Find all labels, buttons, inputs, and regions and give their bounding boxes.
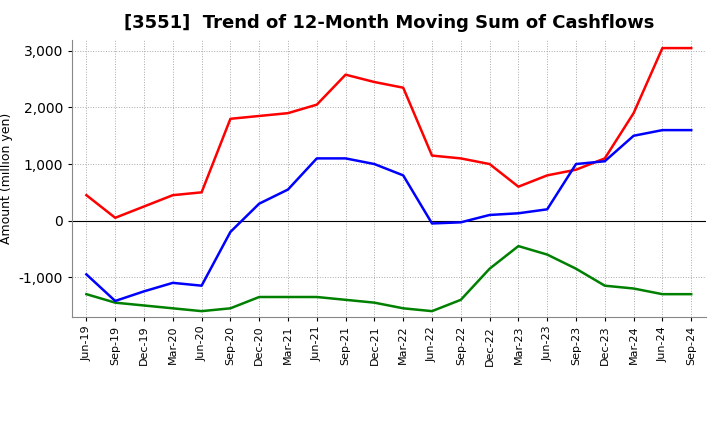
Operating Cashflow bbox=[428, 153, 436, 158]
Investing Cashflow bbox=[82, 292, 91, 297]
Free Cashflow bbox=[312, 156, 321, 161]
Free Cashflow bbox=[428, 221, 436, 226]
Free Cashflow bbox=[140, 289, 148, 294]
Operating Cashflow bbox=[341, 72, 350, 77]
Investing Cashflow bbox=[399, 306, 408, 311]
Operating Cashflow bbox=[543, 173, 552, 178]
Operating Cashflow bbox=[600, 156, 609, 161]
Free Cashflow bbox=[226, 229, 235, 235]
Investing Cashflow bbox=[572, 266, 580, 271]
Investing Cashflow bbox=[629, 286, 638, 291]
Operating Cashflow bbox=[485, 161, 494, 167]
Investing Cashflow bbox=[140, 303, 148, 308]
Title: [3551]  Trend of 12-Month Moving Sum of Cashflows: [3551] Trend of 12-Month Moving Sum of C… bbox=[124, 15, 654, 33]
Investing Cashflow bbox=[456, 297, 465, 302]
Free Cashflow bbox=[658, 128, 667, 133]
Free Cashflow bbox=[399, 173, 408, 178]
Free Cashflow bbox=[485, 213, 494, 218]
Investing Cashflow bbox=[428, 308, 436, 314]
Investing Cashflow bbox=[197, 308, 206, 314]
Investing Cashflow bbox=[514, 243, 523, 249]
Free Cashflow bbox=[111, 298, 120, 304]
Operating Cashflow bbox=[456, 156, 465, 161]
Free Cashflow bbox=[600, 158, 609, 164]
Investing Cashflow bbox=[370, 300, 379, 305]
Investing Cashflow bbox=[168, 306, 177, 311]
Investing Cashflow bbox=[111, 300, 120, 305]
Investing Cashflow bbox=[226, 306, 235, 311]
Operating Cashflow bbox=[82, 193, 91, 198]
Free Cashflow bbox=[82, 272, 91, 277]
Operating Cashflow bbox=[226, 116, 235, 121]
Free Cashflow bbox=[629, 133, 638, 139]
Operating Cashflow bbox=[658, 45, 667, 51]
Free Cashflow bbox=[543, 207, 552, 212]
Line: Free Cashflow: Free Cashflow bbox=[86, 130, 691, 301]
Free Cashflow bbox=[370, 161, 379, 167]
Operating Cashflow bbox=[370, 79, 379, 84]
Investing Cashflow bbox=[312, 294, 321, 300]
Free Cashflow bbox=[168, 280, 177, 286]
Free Cashflow bbox=[456, 220, 465, 225]
Operating Cashflow bbox=[168, 193, 177, 198]
Free Cashflow bbox=[572, 161, 580, 167]
Operating Cashflow bbox=[312, 102, 321, 107]
Operating Cashflow bbox=[284, 110, 292, 116]
Operating Cashflow bbox=[140, 204, 148, 209]
Free Cashflow bbox=[341, 156, 350, 161]
Investing Cashflow bbox=[485, 266, 494, 271]
Investing Cashflow bbox=[543, 252, 552, 257]
Investing Cashflow bbox=[687, 292, 696, 297]
Line: Operating Cashflow: Operating Cashflow bbox=[86, 48, 691, 218]
Free Cashflow bbox=[255, 201, 264, 206]
Investing Cashflow bbox=[341, 297, 350, 302]
Operating Cashflow bbox=[255, 114, 264, 119]
Free Cashflow bbox=[687, 128, 696, 133]
Investing Cashflow bbox=[284, 294, 292, 300]
Investing Cashflow bbox=[255, 294, 264, 300]
Operating Cashflow bbox=[197, 190, 206, 195]
Operating Cashflow bbox=[514, 184, 523, 189]
Operating Cashflow bbox=[399, 85, 408, 90]
Operating Cashflow bbox=[629, 110, 638, 116]
Y-axis label: Amount (million yen): Amount (million yen) bbox=[0, 113, 13, 244]
Operating Cashflow bbox=[687, 45, 696, 51]
Free Cashflow bbox=[197, 283, 206, 288]
Investing Cashflow bbox=[600, 283, 609, 288]
Line: Investing Cashflow: Investing Cashflow bbox=[86, 246, 691, 311]
Investing Cashflow bbox=[658, 292, 667, 297]
Free Cashflow bbox=[514, 211, 523, 216]
Operating Cashflow bbox=[572, 167, 580, 172]
Operating Cashflow bbox=[111, 215, 120, 220]
Free Cashflow bbox=[284, 187, 292, 192]
